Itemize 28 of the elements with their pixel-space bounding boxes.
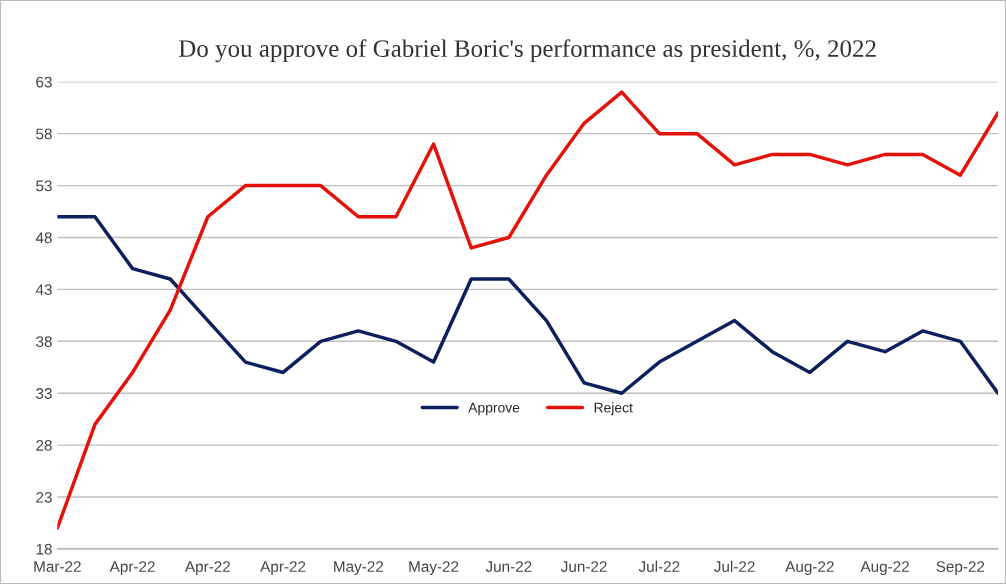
y-tick-label: 48: [35, 232, 52, 244]
y-tick-label: 38: [36, 336, 52, 347]
x-tick-label: Apr-22: [260, 561, 306, 576]
y-tick-label: 28: [36, 440, 52, 451]
y-tick-label: 18: [36, 543, 52, 555]
x-tick-label: Jul-22: [638, 560, 680, 572]
legend-label: Reject: [594, 402, 633, 416]
x-tick-label: Jun-22: [485, 561, 532, 572]
y-tick-label: 53: [36, 180, 52, 192]
x-tick-label: Sep-22: [936, 561, 985, 576]
y-tick-label: 58: [36, 128, 52, 140]
x-tick-label: Jun-22: [560, 561, 607, 572]
legend-label: Approve: [468, 402, 520, 416]
x-tick-label: Aug-22: [860, 561, 909, 576]
line-series: [57, 90, 998, 530]
x-tick-label: Apr-22: [184, 561, 230, 576]
x-tick-label: Jul-22: [714, 560, 755, 572]
x-tick-label: Apr-22: [109, 561, 155, 576]
chart-title: Do you approve of Gabriel Boric's performance as president, %, 2022: [178, 39, 876, 63]
y-tick-label: 33: [36, 388, 52, 399]
x-tick-label: Aug-22: [785, 561, 834, 576]
y-tick-label: 23: [36, 491, 52, 503]
x-tick-label: May-22: [409, 561, 459, 576]
y-tick-label: 63: [36, 76, 52, 88]
x-tick-label: Mar-22: [34, 561, 81, 572]
line-series: [57, 214, 998, 395]
y-tick-label: 43: [35, 284, 52, 296]
x-tick-label: May-22: [334, 561, 384, 576]
